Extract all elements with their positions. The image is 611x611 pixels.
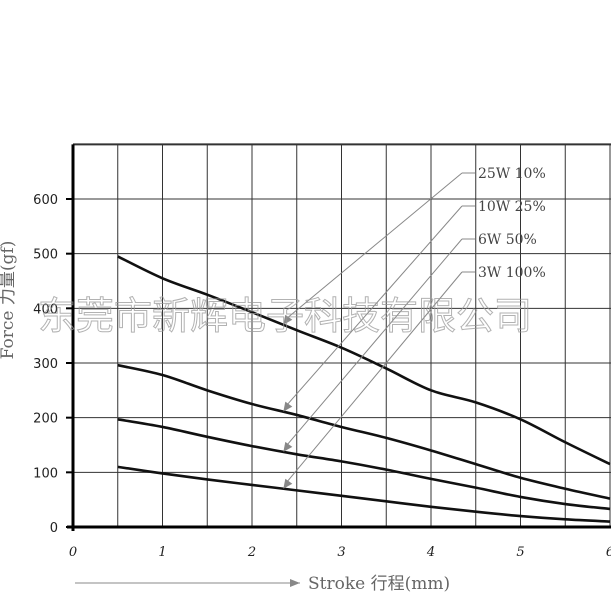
legend-leader-line: [285, 238, 463, 447]
series-line-3w-100: [117, 465, 611, 523]
legend-leader-line: [285, 205, 463, 406]
y-axis-label: Force 力量(gf): [0, 241, 18, 360]
legend-leader-line: [285, 271, 463, 484]
legend-entry: 25W 10%: [478, 166, 546, 182]
legend-entry: 10W 25%: [478, 199, 546, 215]
series-lines: [117, 255, 611, 523]
legend-leader-line: [286, 172, 463, 320]
legend-entry: 6W 50%: [478, 232, 537, 248]
x-tick-label: 6: [606, 545, 611, 560]
x-tick-label: 0: [69, 545, 77, 560]
x-tick-labels: 0 1 2 3 4 5 6: [69, 545, 611, 560]
series-line-25w-10: [117, 255, 611, 466]
x-tick-label: 1: [158, 545, 166, 560]
x-tick-label: 4: [426, 545, 435, 560]
legend-entry: 3W 100%: [478, 265, 546, 281]
x-axis-label: Stroke 行程(mm): [308, 574, 450, 594]
y-tick-label: 600: [33, 193, 58, 208]
y-tick-label: 0: [50, 521, 58, 536]
legend-leader-arrowhead: [283, 401, 293, 412]
legend-leader-arrowhead: [283, 478, 293, 489]
axes: [67, 144, 611, 531]
grid: [73, 143, 611, 527]
series-line-6w-50: [117, 418, 611, 511]
series-line-10w-25: [117, 363, 611, 500]
x-tick-label: 3: [337, 545, 345, 560]
legend: 25W 10% 10W 25% 6W 50% 3W 100%: [283, 166, 546, 489]
y-tick-label: 100: [33, 466, 58, 481]
watermark: 东莞市新辉电子科技有限公司: [38, 294, 532, 338]
legend-leader-arrowhead: [283, 314, 293, 325]
y-tick-labels: 0 100 200 300 400 500 600: [33, 193, 73, 536]
x-axis-label-arrowhead: [290, 579, 300, 587]
y-tick-label: 200: [33, 412, 58, 427]
y-tick-label: 300: [33, 357, 58, 372]
y-tick-label: 500: [33, 248, 58, 263]
legend-leader-arrowhead: [283, 441, 293, 452]
x-tick-label: 2: [247, 545, 256, 560]
y-tick-label: 400: [33, 302, 58, 317]
x-tick-label: 5: [516, 545, 524, 560]
